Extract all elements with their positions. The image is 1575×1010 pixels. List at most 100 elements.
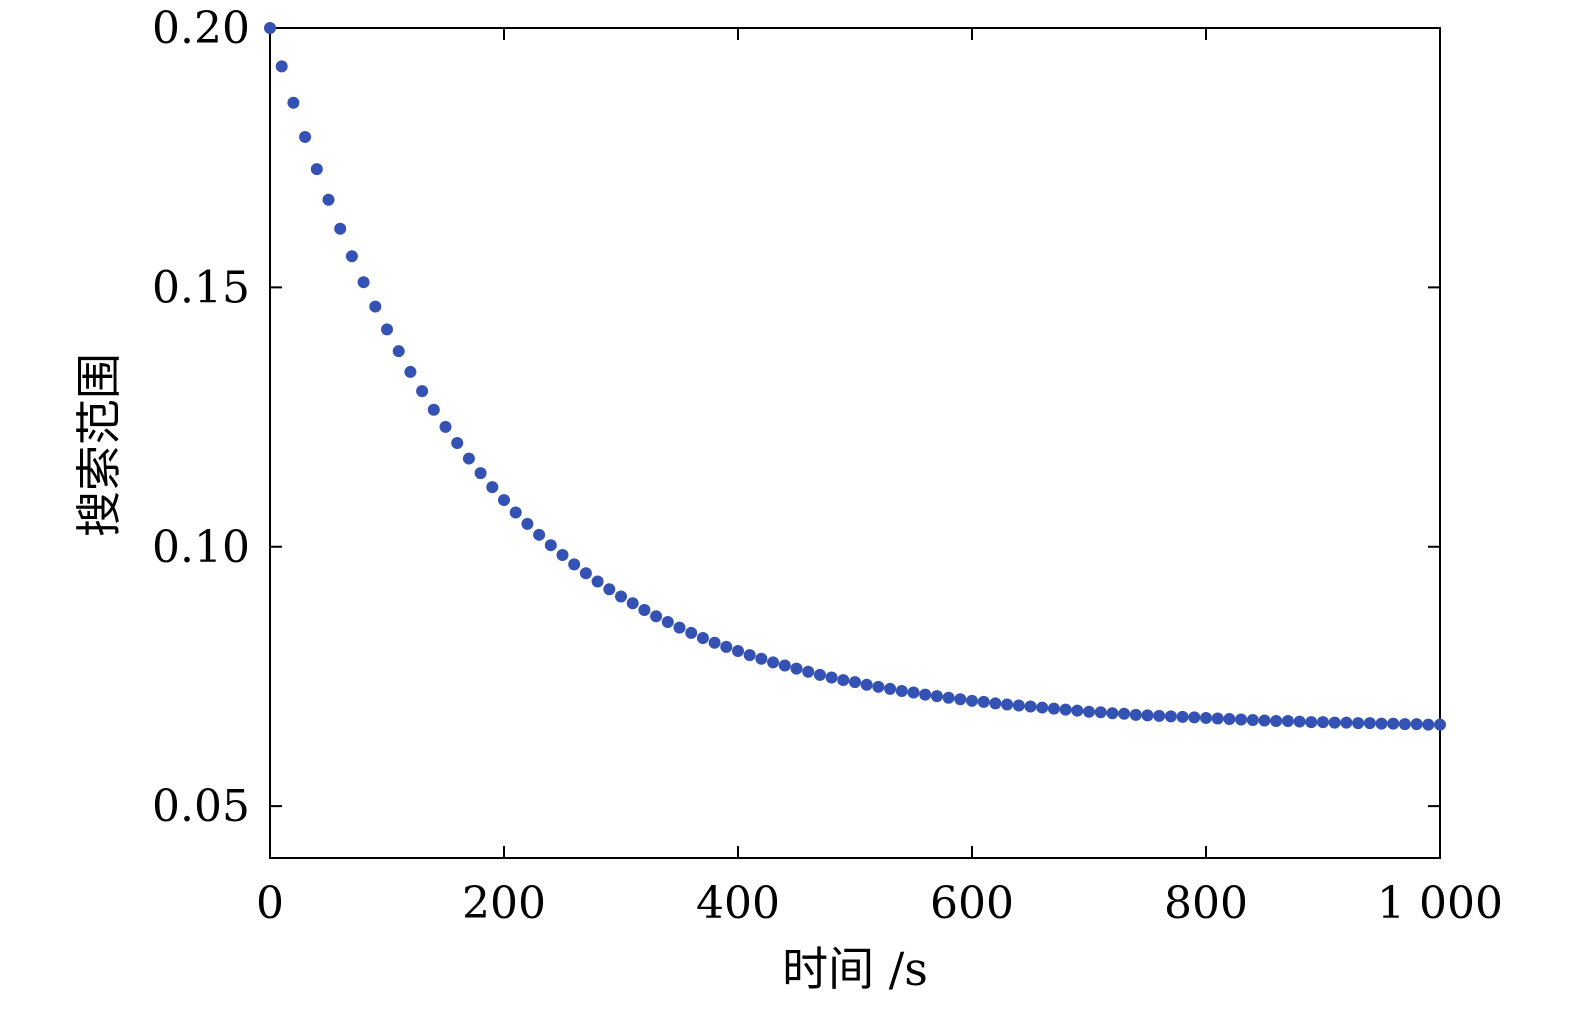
data-point — [1071, 704, 1084, 717]
data-point — [966, 694, 978, 707]
data-point — [299, 130, 312, 143]
data-point — [1328, 716, 1341, 729]
data-point — [696, 632, 709, 645]
data-point — [813, 668, 826, 681]
data-point — [1059, 703, 1072, 716]
data-point — [345, 250, 358, 263]
x-tick-label: 800 — [1164, 878, 1248, 929]
y-tick-label: 0.05 — [152, 781, 250, 832]
data-point — [521, 517, 534, 530]
data-point — [427, 403, 440, 416]
data-point — [825, 671, 838, 684]
data-point — [767, 656, 780, 669]
data-point — [720, 640, 733, 653]
data-point — [369, 300, 382, 313]
data-point — [778, 659, 791, 672]
data-point — [1129, 708, 1142, 721]
data-point — [1211, 712, 1224, 725]
data-point — [1258, 714, 1271, 727]
data-point — [1293, 715, 1306, 728]
data-point — [673, 621, 686, 634]
data-point — [907, 686, 920, 699]
x-tick-label: 1 000 — [1377, 878, 1503, 929]
data-point — [1047, 702, 1060, 715]
data-point — [357, 276, 370, 289]
data-point — [264, 22, 276, 34]
data-point — [486, 481, 499, 494]
data-point — [1024, 700, 1037, 713]
data-point — [381, 323, 393, 336]
data-points — [264, 22, 1446, 731]
data-point — [1036, 701, 1049, 714]
x-tick-label: 200 — [462, 878, 546, 929]
data-point — [849, 676, 861, 689]
data-point — [498, 494, 510, 507]
data-point — [1223, 712, 1236, 725]
x-axis-ticks: 0 200 400 600 800 1 000 — [256, 28, 1503, 929]
data-point — [755, 652, 768, 665]
data-point — [743, 649, 756, 662]
x-tick-label: 400 — [696, 878, 780, 929]
data-point — [556, 549, 569, 562]
data-point — [919, 688, 932, 701]
data-point — [685, 626, 698, 639]
data-point — [626, 597, 639, 610]
x-tick-label: 600 — [930, 878, 1014, 929]
data-point — [1270, 715, 1283, 728]
data-point — [1012, 699, 1025, 712]
y-axis-ticks: 0.05 0.10 0.15 0.20 — [152, 3, 1440, 832]
data-point — [989, 697, 1002, 710]
data-point — [533, 528, 546, 541]
data-point — [872, 680, 885, 693]
plot-frame — [269, 27, 1441, 859]
data-point — [603, 583, 616, 596]
plot-border — [269, 27, 1441, 859]
y-tick-label: 0.10 — [152, 522, 250, 573]
data-point — [1118, 707, 1131, 720]
data-point — [544, 539, 557, 552]
data-point — [1305, 716, 1318, 729]
y-tick-label: 0.20 — [152, 3, 250, 54]
data-point — [1340, 716, 1353, 729]
data-point — [287, 96, 300, 109]
data-point — [1094, 706, 1107, 719]
data-point — [334, 222, 347, 235]
data-point — [1106, 707, 1119, 720]
data-point — [1281, 715, 1294, 728]
data-point — [1363, 717, 1376, 730]
data-point — [1434, 718, 1446, 731]
data-point — [790, 662, 803, 675]
data-point — [1317, 716, 1329, 729]
data-point — [1246, 714, 1259, 727]
data-point — [1141, 709, 1154, 722]
data-point — [860, 678, 873, 691]
data-point — [1387, 717, 1400, 730]
data-point — [1200, 711, 1212, 724]
data-point — [1176, 710, 1189, 723]
data-point — [837, 674, 850, 687]
data-point — [1153, 709, 1166, 722]
data-point — [439, 420, 452, 433]
data-point — [942, 691, 955, 704]
data-point — [930, 690, 943, 703]
data-point — [661, 615, 674, 628]
data-point — [732, 645, 744, 658]
data-point — [568, 558, 581, 571]
data-point — [1422, 718, 1435, 731]
data-point — [638, 604, 651, 617]
y-tick-label: 0.15 — [152, 262, 250, 313]
data-point — [509, 506, 522, 519]
data-point — [322, 193, 335, 206]
data-point — [802, 665, 815, 678]
y-axis-title: 搜索范围 — [72, 353, 126, 537]
x-tick-label: 0 — [256, 878, 284, 929]
data-point — [708, 636, 721, 649]
data-point — [416, 385, 429, 398]
data-point — [977, 695, 990, 708]
data-point — [579, 567, 592, 580]
data-point — [591, 575, 604, 588]
data-point — [1001, 698, 1014, 711]
data-point — [275, 60, 288, 73]
data-point — [1164, 710, 1177, 723]
